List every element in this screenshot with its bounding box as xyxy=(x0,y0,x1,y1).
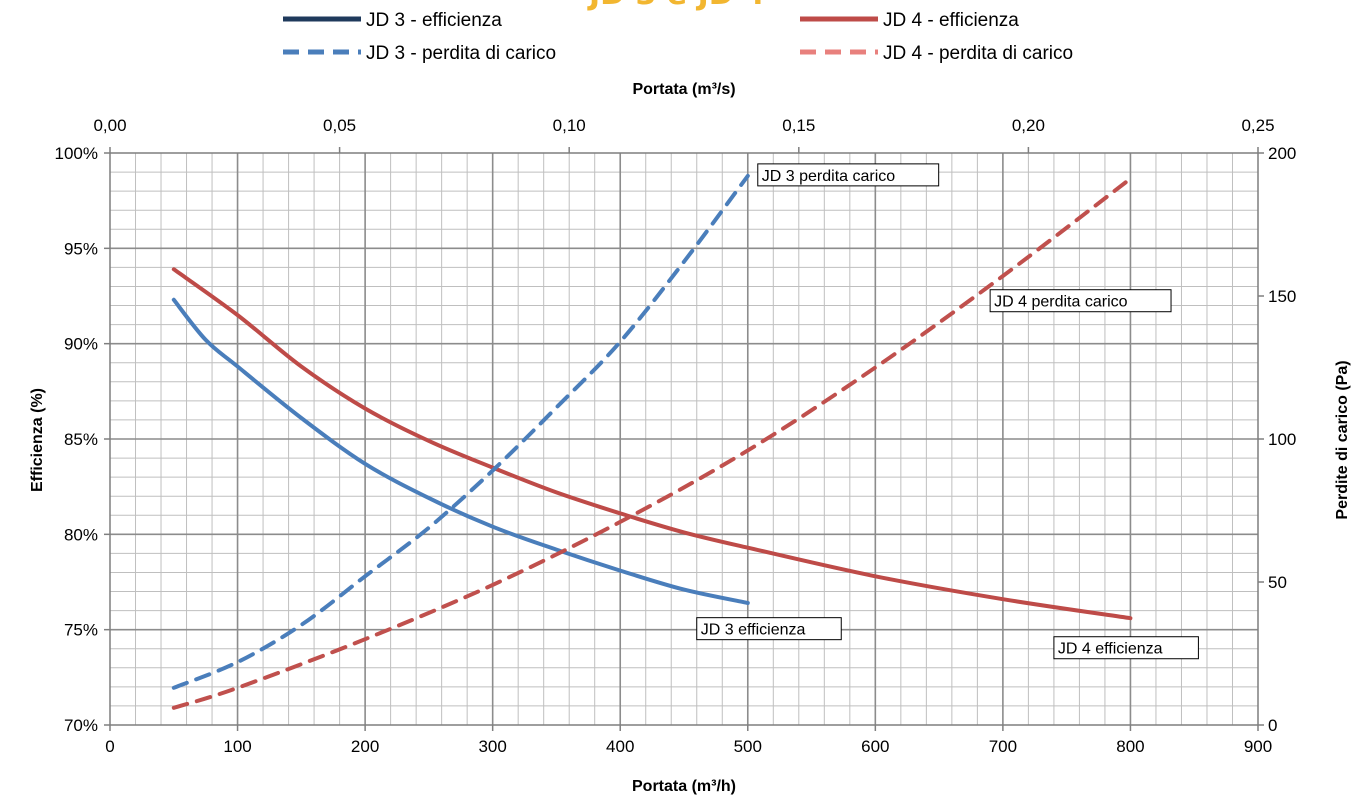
y-left-tick-label: 75% xyxy=(64,621,98,640)
y-left-axis-label: Efficienza (%) xyxy=(29,388,46,492)
legend-label: JD 3 - efficienza xyxy=(366,10,502,31)
y-right-tick-label: 150 xyxy=(1268,287,1296,306)
y-right-tick-label: 0 xyxy=(1268,716,1277,735)
annotation-label: JD 4 perdita carico xyxy=(994,294,1127,311)
x-top-tick-label: 0,15 xyxy=(782,116,815,135)
x-top-tick-label: 0,05 xyxy=(323,116,356,135)
series-lines xyxy=(171,173,1133,710)
chart-title: JD 3 e JD 4 xyxy=(587,0,765,12)
x-bottom-tick-label: 500 xyxy=(734,737,762,756)
x-bottom-tick-label: 800 xyxy=(1116,737,1144,756)
series-line-4 xyxy=(171,176,1133,710)
y-left-tick-label: 70% xyxy=(64,716,98,735)
annotations: JD 3 perdita carico JD 4 perdita carico JD… xyxy=(696,163,1199,660)
x-bottom-tick-label: 300 xyxy=(478,737,506,756)
legend: JD 3 - efficienza JD 4 - efficienza JD 3 -… xyxy=(283,10,1073,64)
x-bottom-tick-label: 100 xyxy=(223,737,251,756)
x-bottom-axis-label: Portata (m³/h) xyxy=(632,778,736,795)
x-bottom-tick-label: 0 xyxy=(105,737,114,756)
annotation-label: JD 3 perdita carico xyxy=(762,168,895,185)
y-left-tick-label: 100% xyxy=(55,144,98,163)
series-line-3 xyxy=(171,173,750,690)
y-right-axis-label: Perdite di carico (Pa) xyxy=(1334,360,1351,519)
y-right-tick-label: 100 xyxy=(1268,430,1296,449)
y-right-tick-label: 200 xyxy=(1268,144,1296,163)
legend-label: JD 4 - efficienza xyxy=(883,10,1019,31)
x-bottom-tick-label: 700 xyxy=(989,737,1017,756)
annotation-label: JD 3 efficienza xyxy=(701,622,806,639)
x-top-tick-label: 0,10 xyxy=(553,116,586,135)
y-left-tick-label: 90% xyxy=(64,335,98,354)
y-right-tick-label: 50 xyxy=(1268,573,1287,592)
annotation-box xyxy=(696,617,842,641)
annotation-box xyxy=(1053,636,1199,660)
x-top-tick-label: 0,20 xyxy=(1012,116,1045,135)
x-bottom-tick-label: 600 xyxy=(861,737,889,756)
x-bottom-tick-label: 200 xyxy=(351,737,379,756)
legend-label: JD 4 - perdita di carico xyxy=(883,43,1073,64)
series-line-2 xyxy=(171,267,1133,621)
legend-label: JD 3 - perdita di carico xyxy=(366,43,556,64)
x-top-tick-label: 0,00 xyxy=(93,116,126,135)
y-left-tick-label: 85% xyxy=(64,430,98,449)
x-top-axis-label: Portata (m³/s) xyxy=(632,81,735,98)
annotation-box xyxy=(757,163,940,187)
x-top-tick-label: 0,25 xyxy=(1241,116,1274,135)
annotation-label: JD 4 efficienza xyxy=(1058,641,1163,658)
x-bottom-tick-label: 400 xyxy=(606,737,634,756)
y-left-tick-label: 95% xyxy=(64,239,98,258)
y-left-tick-label: 80% xyxy=(64,525,98,544)
annotation-box xyxy=(989,289,1172,313)
x-bottom-tick-label: 900 xyxy=(1244,737,1272,756)
series-line-1 xyxy=(171,297,750,605)
